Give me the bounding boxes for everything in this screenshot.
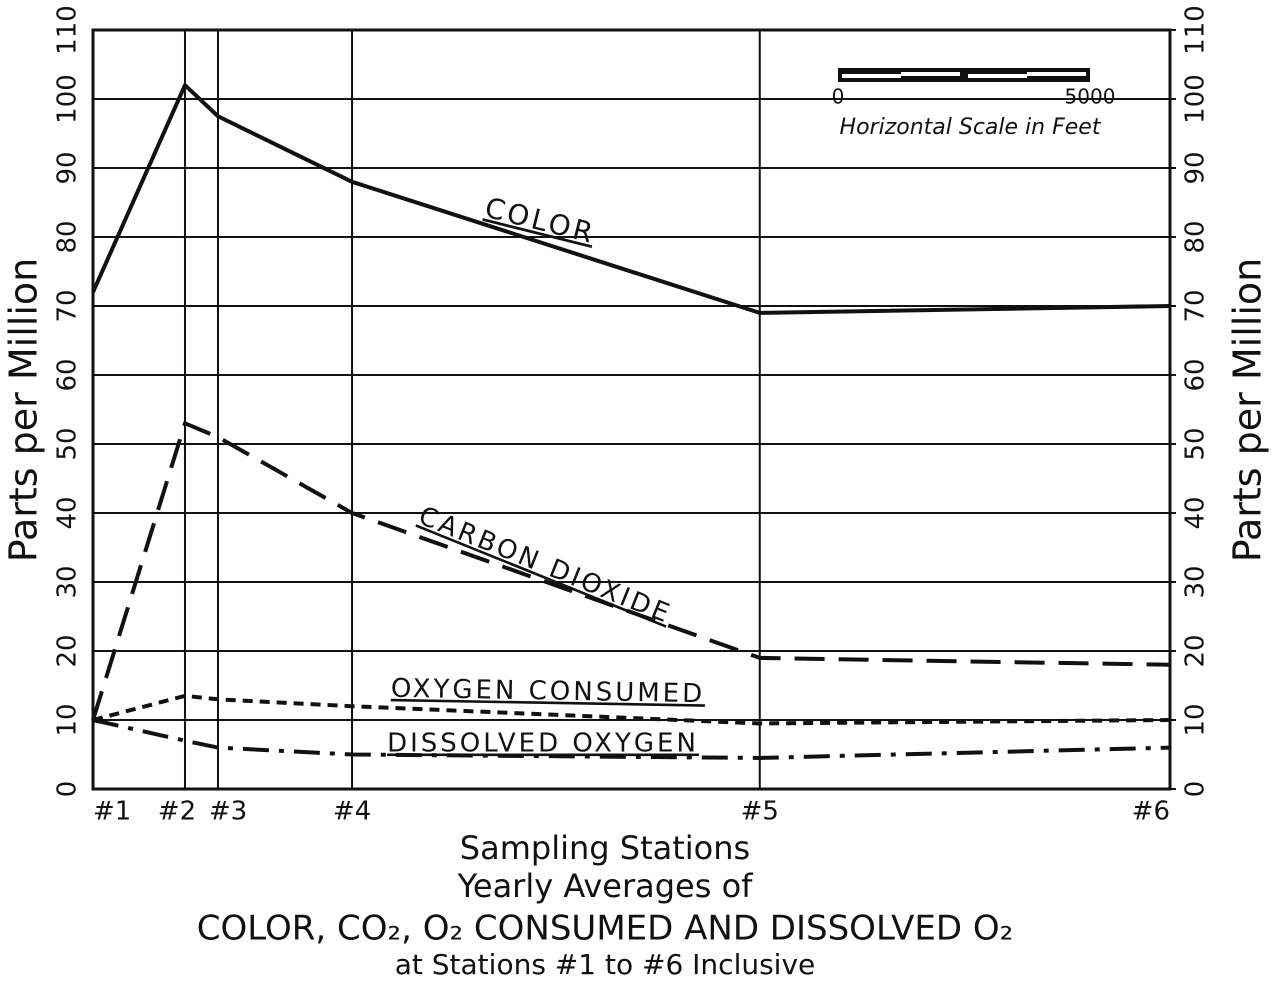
- x-tick-label: #6: [1132, 797, 1170, 827]
- series-label: DISSOLVED OXYGEN: [387, 729, 699, 759]
- y-tick-label: 20: [53, 634, 83, 667]
- scale-bar: [838, 68, 1090, 82]
- y-tick-label: 0: [53, 781, 83, 798]
- y2-tick-label: 100: [1181, 74, 1211, 124]
- series-line: [92, 718, 1171, 760]
- x-tick-label: #5: [741, 797, 779, 827]
- y2-tick-label: 60: [1181, 358, 1211, 391]
- y2-tick-label: 90: [1181, 151, 1211, 184]
- y2-axis-label: Parts per Million: [1226, 258, 1270, 562]
- y-tick-label: 60: [53, 358, 83, 391]
- y2-tick-label: 20: [1181, 634, 1211, 667]
- chart-subtitle: COLOR, CO₂, O₂ CONSUMED AND DISSOLVED O₂: [197, 909, 1014, 949]
- y2-tick-label: 110: [1181, 5, 1211, 55]
- y2-tick-label: 40: [1181, 496, 1211, 529]
- y2-tick-label: 80: [1181, 220, 1211, 253]
- y-tick-label: 100: [53, 74, 83, 124]
- x-tick-label: #1: [93, 797, 131, 827]
- plot-frame: [91, 28, 1172, 791]
- series-label: OXYGEN CONSUMED: [391, 674, 706, 709]
- series-line: [92, 693, 1171, 726]
- x-tick-label: #4: [333, 797, 371, 827]
- y2-tick-label: 10: [1181, 703, 1211, 736]
- y-tick-label: 50: [53, 427, 83, 460]
- series-label: CARBON DIOXIDE: [414, 501, 676, 630]
- x-tick-label: #3: [209, 797, 247, 827]
- y-tick-label: 10: [53, 703, 83, 736]
- y2-tick-label: 70: [1181, 289, 1211, 322]
- chart-title: Yearly Averages of: [457, 867, 754, 905]
- x-tick-label: #2: [158, 797, 196, 827]
- y2-tick-label: 0: [1181, 781, 1211, 798]
- scale-label: 0: [832, 85, 845, 109]
- scale-bar-segment: [1026, 72, 1086, 76]
- y-tick-label: 90: [53, 151, 83, 184]
- y2-tick-label: 30: [1181, 565, 1211, 598]
- y-tick-label: 70: [53, 289, 83, 322]
- y2-tick-label: 50: [1181, 427, 1211, 460]
- series-line: [91, 421, 1171, 721]
- scale-bar-segment: [900, 72, 960, 76]
- scale-bar-segment: [967, 74, 1027, 78]
- y-tick-label: 30: [53, 565, 83, 598]
- scale-title: Horizontal Scale in Feet: [840, 115, 1102, 140]
- scale-label: 5000: [1065, 85, 1116, 109]
- y-tick-label: 110: [53, 5, 83, 55]
- chart-subtitle: at Stations #1 to #6 Inclusive: [395, 948, 816, 981]
- y-tick-label: 80: [53, 220, 83, 253]
- y-axis-label: Parts per Million: [2, 258, 46, 562]
- y-tick-label: 40: [53, 496, 83, 529]
- series-line: [91, 83, 1171, 315]
- x-axis-label: Sampling Stations: [460, 829, 750, 867]
- scale-bar-segment: [842, 74, 901, 78]
